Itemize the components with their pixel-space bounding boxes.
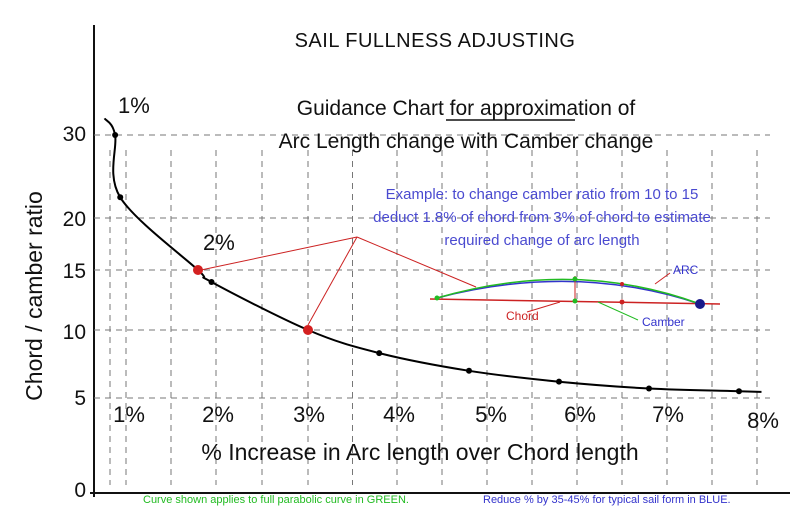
camber-pointer <box>597 301 639 321</box>
curve-points <box>112 132 742 395</box>
y-axis-label: Chord / camber ratio <box>21 191 47 401</box>
inset-point-top <box>572 276 578 282</box>
x-tick-5pct: 5% <box>475 402 507 427</box>
x-tick-8pct: 8% <box>747 408 779 433</box>
inset-blue-curve <box>436 280 701 305</box>
x-axis-label: % Increase in Arc length over Chord leng… <box>201 439 638 465</box>
arc-curve <box>103 117 762 393</box>
x-tick-2pct: 2% <box>202 402 234 427</box>
y-tick-10: 10 <box>63 321 86 344</box>
example-line-1: Example: to change camber ratio from 10 … <box>386 186 699 203</box>
inset-point-mid <box>572 298 578 304</box>
curve-point-1 <box>117 194 124 201</box>
example-pointers <box>200 236 477 326</box>
chord-pointer <box>526 301 561 313</box>
x-tick-4pct: 4% <box>383 402 415 427</box>
y-tick-0: 0 <box>74 479 86 502</box>
chart-subtitle-1: Guidance Chart for approximation of <box>297 97 636 120</box>
inset-label-camber: Camber <box>642 315 685 329</box>
inset-end-point <box>695 299 705 309</box>
x-tick-3pct: 3% <box>293 402 325 427</box>
inset-diagram: ARC Chord Camber <box>429 263 721 329</box>
highlight-point-4 <box>303 325 313 335</box>
x-tick-1pct: 1% <box>113 402 145 427</box>
curve-point-7 <box>556 378 562 385</box>
y-tick-30: 30 <box>63 123 86 146</box>
top-label-2pct: 2% <box>203 230 235 255</box>
example-text: Example: to change camber ratio from 10 … <box>373 186 711 249</box>
y-tick-5: 5 <box>74 387 86 410</box>
x-tick-labels: 1% 2% 3% 4% 5% 6% 7% 8% <box>113 402 779 433</box>
curve-point-9 <box>736 388 742 395</box>
curve-point-3 <box>208 279 215 285</box>
inset-green-curve <box>436 278 701 305</box>
example-line-2: deduct 1.8% of chord from 3% of chord to… <box>373 209 711 226</box>
inset-label-chord: Chord <box>506 309 539 323</box>
x-tick-7pct: 7% <box>652 402 684 427</box>
curve-point-6 <box>466 367 472 374</box>
top-label-1pct: 1% <box>118 93 150 118</box>
y-tick-15: 15 <box>63 260 86 283</box>
curve-point-0 <box>112 132 119 138</box>
inset-label-arc: ARC <box>673 263 699 277</box>
highlight-point-2 <box>193 265 203 275</box>
x-tick-6pct: 6% <box>564 402 596 427</box>
example-line-3: required change of arc length <box>444 232 639 249</box>
inset-point-left <box>434 295 440 301</box>
arc-pointer <box>654 272 671 285</box>
chart-subtitle-2: Arc Length change with Camber change <box>279 130 654 153</box>
y-tick-labels: 30 20 15 10 5 0 <box>63 123 86 502</box>
curve-point-8 <box>646 385 652 392</box>
inset-point-red-top <box>620 282 624 286</box>
inset-point-red <box>619 299 625 305</box>
y-tick-20: 20 <box>63 208 86 231</box>
curve-point-5 <box>376 350 383 357</box>
footnote-green: Curve shown applies to full parabolic cu… <box>143 494 409 506</box>
footnote-blue: Reduce % by 35-45% for typical sail form… <box>483 494 731 506</box>
grid-lines <box>94 134 770 485</box>
chart-title: SAIL FULLNESS ADJUSTING <box>295 30 576 52</box>
